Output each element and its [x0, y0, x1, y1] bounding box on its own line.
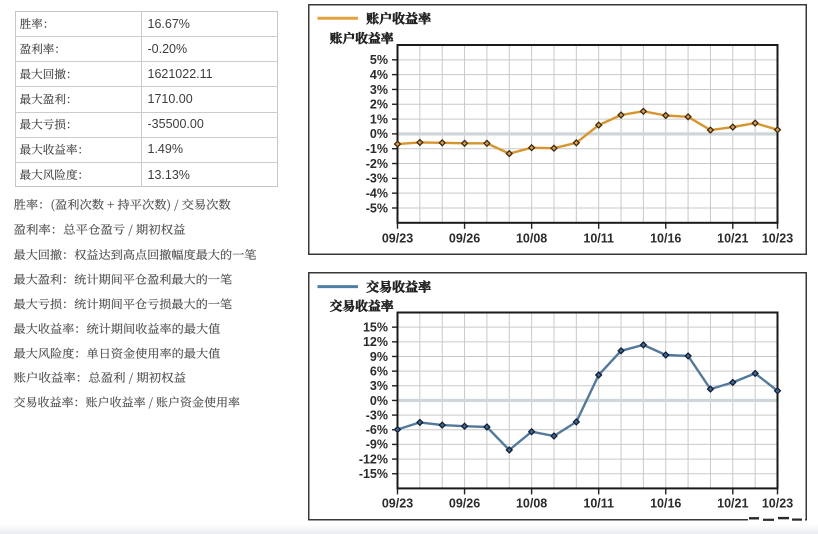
svg-text:-5%: -5%: [366, 201, 388, 215]
svg-text:6%: 6%: [370, 364, 388, 378]
svg-text:3%: 3%: [370, 83, 388, 97]
svg-text:10/08: 10/08: [516, 497, 547, 511]
svg-text:3%: 3%: [370, 379, 388, 393]
svg-text:09/26: 09/26: [449, 231, 480, 245]
svg-text:4%: 4%: [370, 68, 388, 82]
svg-text:10/23: 10/23: [762, 231, 793, 245]
svg-text:10/21: 10/21: [717, 231, 748, 245]
svg-text:-3%: -3%: [366, 408, 388, 422]
svg-text:-4%: -4%: [366, 186, 388, 200]
svg-text:09/23: 09/23: [382, 231, 413, 245]
svg-text:10/23: 10/23: [762, 497, 793, 511]
svg-text:-6%: -6%: [366, 423, 388, 437]
svg-text:10/08: 10/08: [516, 231, 547, 245]
svg-text:9%: 9%: [370, 350, 388, 364]
svg-text:10/11: 10/11: [583, 497, 614, 511]
svg-text:-15%: -15%: [359, 467, 388, 481]
svg-text:5%: 5%: [370, 53, 388, 67]
svg-text:12%: 12%: [363, 335, 388, 349]
svg-text:-1%: -1%: [366, 142, 388, 156]
svg-text:10/16: 10/16: [650, 497, 681, 511]
svg-text:-3%: -3%: [366, 172, 388, 186]
svg-text:10/16: 10/16: [650, 231, 681, 245]
svg-text:09/23: 09/23: [382, 497, 413, 511]
svg-text:0%: 0%: [370, 394, 388, 408]
svg-text:-12%: -12%: [359, 452, 388, 466]
svg-text:15%: 15%: [363, 320, 388, 334]
svg-text:10/11: 10/11: [583, 231, 614, 245]
svg-text:2%: 2%: [370, 98, 388, 112]
svg-text:1%: 1%: [370, 112, 388, 126]
svg-text:0%: 0%: [370, 127, 388, 141]
svg-text:-9%: -9%: [366, 438, 388, 452]
svg-text:09/26: 09/26: [449, 497, 480, 511]
svg-text:-2%: -2%: [366, 157, 388, 171]
svg-text:10/21: 10/21: [717, 497, 748, 511]
